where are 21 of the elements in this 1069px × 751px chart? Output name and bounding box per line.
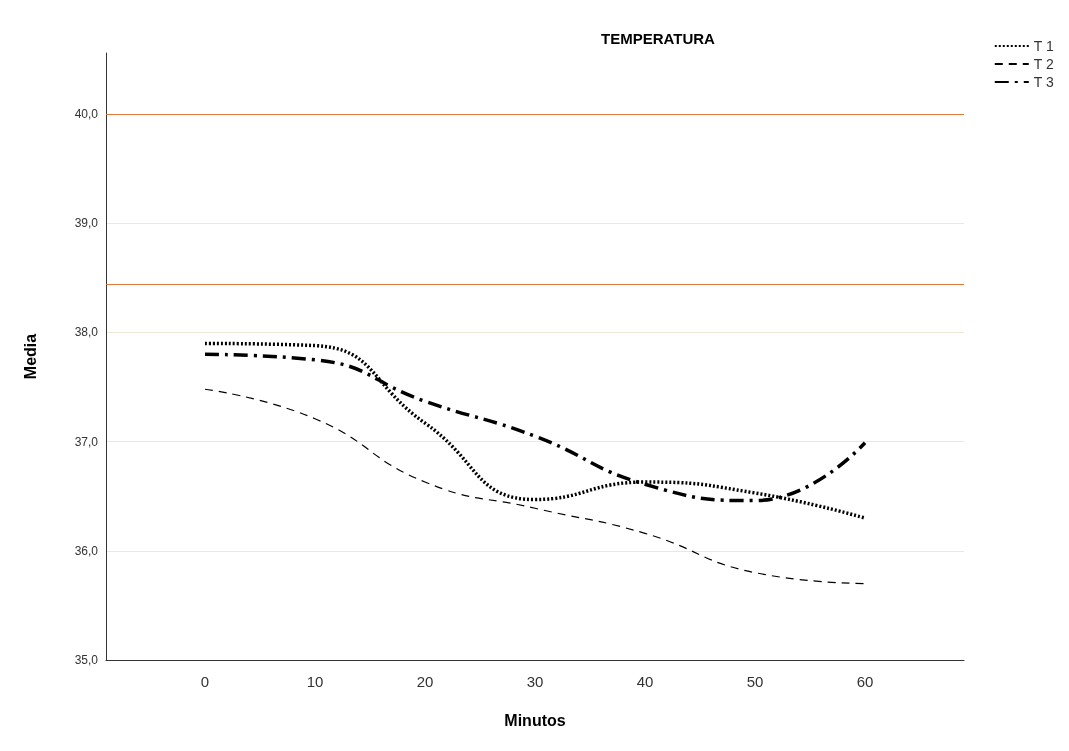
y-tick-label: 40,0: [74, 107, 99, 122]
y-tick-label: 38,0: [74, 325, 99, 340]
x-tick-label: 30: [526, 673, 544, 690]
legend-label: T 3: [1033, 74, 1054, 90]
x-axis-title: Minutos: [504, 711, 566, 729]
line-series: [203, 341, 867, 520]
y-axis-title: Media: [21, 333, 39, 380]
x-tick-label: 20: [416, 673, 434, 690]
legend-label: T 2: [1033, 56, 1054, 72]
y-tick-label: 37,0: [74, 434, 99, 449]
x-tick-label: 40: [636, 673, 654, 690]
chart-title: TEMPERATURA: [601, 30, 716, 47]
y-tick-label: 35,0: [74, 653, 99, 667]
x-tick-label: 10: [306, 673, 324, 690]
x-tick-label: 60: [856, 673, 874, 690]
line-series: [204, 388, 866, 585]
x-tick-label: 50: [746, 673, 764, 690]
y-tick-label: 36,0: [74, 543, 99, 558]
y-tick-label: 39,0: [74, 216, 99, 231]
legend-label: T 1: [1033, 38, 1054, 54]
x-tick-label: 0: [200, 673, 210, 690]
